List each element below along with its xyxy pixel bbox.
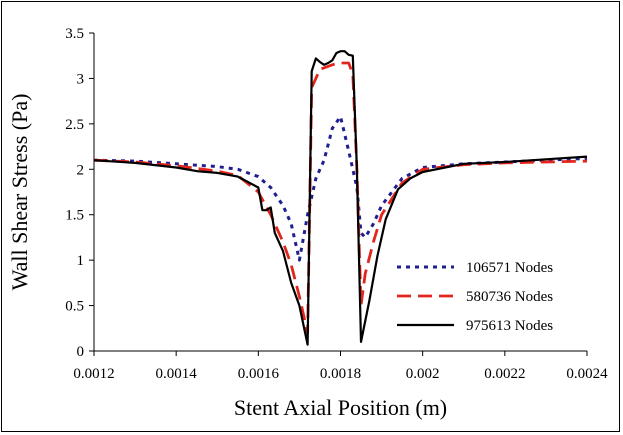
x-tick-label: 0.0018: [320, 366, 361, 382]
y-axis-ticks: 0 0.5 1 1.5 2 2.5 3 3.5: [65, 26, 94, 360]
x-tick-label: 0.0022: [484, 366, 525, 382]
y-tick-label: 2.5: [65, 117, 84, 133]
y-axis-title: Wall Shear Stress (Pa): [7, 94, 32, 291]
y-tick-label: 1.5: [65, 208, 84, 224]
x-tick-label: 0.0016: [238, 366, 280, 382]
y-tick-label: 1: [77, 253, 85, 269]
legend: 106571 Nodes 580736 Nodes 975613 Nodes: [397, 260, 553, 334]
y-tick-label: 3.5: [65, 26, 84, 42]
y-tick-label: 3: [77, 71, 85, 87]
y-tick-label: 0.5: [65, 299, 84, 315]
x-tick-label: 0.0024: [566, 366, 608, 382]
x-axis-title: Stent Axial Position (m): [234, 395, 447, 420]
y-tick-label: 0: [77, 344, 85, 360]
x-tick-label: 0.0014: [156, 366, 198, 382]
legend-label: 975613 Nodes: [466, 318, 553, 334]
legend-label: 106571 Nodes: [466, 260, 553, 276]
x-tick-label: 0.0012: [73, 366, 114, 382]
series-line-solid: [93, 50, 588, 346]
y-tick-label: 2: [77, 162, 85, 178]
series-layer: [93, 50, 588, 346]
series-line-dotted: [93, 115, 588, 262]
x-tick-label: 0.002: [406, 366, 440, 382]
legend-label: 580736 Nodes: [466, 289, 553, 305]
x-axis-ticks: 0.0012 0.0014 0.0016 0.0018 0.002 0.0022 0.002…: [73, 351, 608, 382]
